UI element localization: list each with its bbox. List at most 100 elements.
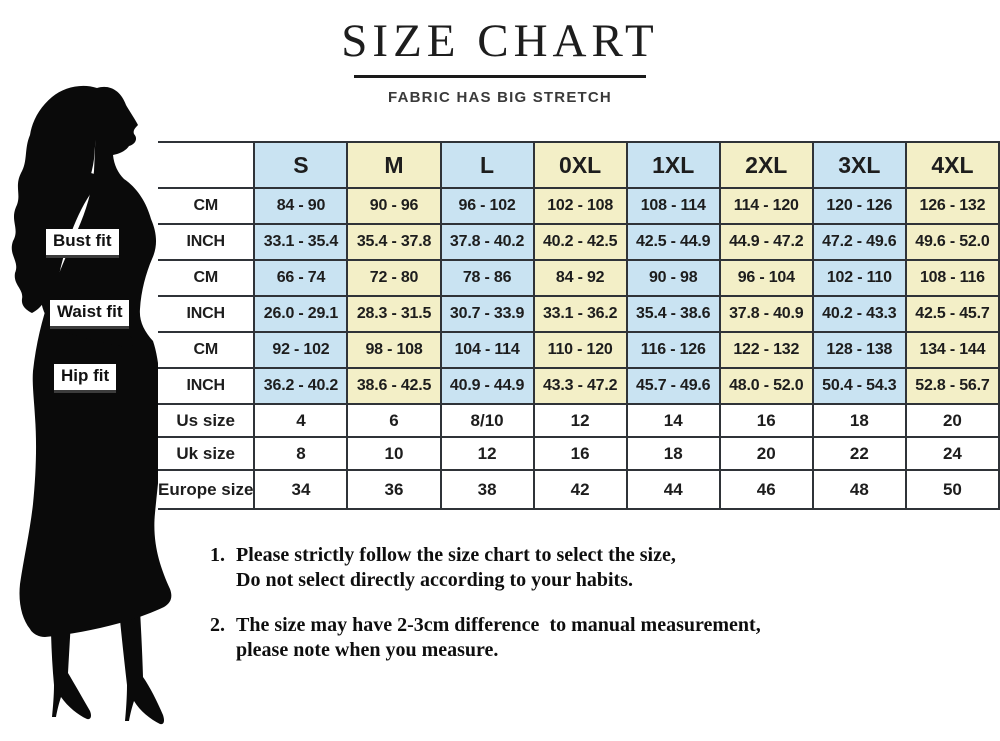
size-value-cell: 48 <box>811 469 907 510</box>
unit-label-cell: INCH <box>158 367 256 405</box>
measurement-value-cell: 114 - 120 <box>718 187 814 225</box>
measurement-value-cell: 102 - 110 <box>811 259 907 297</box>
measurement-value-cell: 92 - 102 <box>253 331 349 369</box>
table-row: Uk size 8 10 12 16 18 20 22 24 <box>158 436 1000 471</box>
note-text: Please strictly follow the size chart to… <box>236 543 900 593</box>
measurement-value-cell: 50.4 - 54.3 <box>811 367 907 405</box>
measurement-value-cell: 122 - 132 <box>718 331 814 369</box>
unit-label-cell: CM <box>158 259 256 297</box>
measurement-value-cell: 47.2 - 49.6 <box>811 223 907 261</box>
table-header-row: S M L 0XL 1XL 2XL 3XL 4XL <box>158 141 1000 189</box>
title-block: SIZE CHART FABRIC HAS BIG STRETCH <box>255 14 745 106</box>
table-row: Europe size 34 36 38 42 44 46 48 50 <box>158 469 1000 510</box>
page-title: SIZE CHART <box>341 15 659 67</box>
size-value-cell: 16 <box>532 436 628 471</box>
table-row: INCH 36.2 - 40.2 38.6 - 42.5 40.9 - 44.9 43.… <box>158 367 1000 405</box>
measurement-value-cell: 37.8 - 40.9 <box>718 295 814 333</box>
size-value-cell: 22 <box>811 436 907 471</box>
measurement-value-cell: 43.3 - 47.2 <box>532 367 628 405</box>
note-line: The size may have 2-3cm difference to ma… <box>236 614 761 636</box>
size-column-header: 0XL <box>532 141 628 189</box>
size-value-cell: 50 <box>904 469 1000 510</box>
size-value-cell: 42 <box>532 469 628 510</box>
measurement-value-cell: 42.5 - 45.7 <box>904 295 1000 333</box>
measurement-value-cell: 84 - 90 <box>253 187 349 225</box>
size-value-cell: 6 <box>346 403 442 438</box>
note-number: 2. <box>210 614 225 636</box>
measurement-value-cell: 45.7 - 49.6 <box>625 367 721 405</box>
size-value-cell: 12 <box>439 436 535 471</box>
size-value-cell: 10 <box>346 436 442 471</box>
measurement-value-cell: 26.0 - 29.1 <box>253 295 349 333</box>
measurement-value-cell: 110 - 120 <box>532 331 628 369</box>
size-value-cell: 8/10 <box>439 403 535 438</box>
arm-shape <box>40 173 126 346</box>
notes-section: 1. Please strictly follow the size chart… <box>210 543 900 683</box>
note-number: 1. <box>210 544 225 566</box>
size-value-cell: 20 <box>718 436 814 471</box>
size-value-cell: 38 <box>439 469 535 510</box>
size-value-cell: 12 <box>532 403 628 438</box>
measurement-value-cell: 28.3 - 31.5 <box>346 295 442 333</box>
measurement-value-cell: 104 - 114 <box>439 331 535 369</box>
size-value-cell: 16 <box>718 403 814 438</box>
measurement-value-cell: 40.9 - 44.9 <box>439 367 535 405</box>
woman-silhouette <box>11 85 172 725</box>
bust-fit-label: Bust fit <box>46 229 119 258</box>
table-row: INCH 33.1 - 35.4 35.4 - 37.8 37.8 - 40.2 40.… <box>158 223 1000 261</box>
size-table-body: S M L 0XL 1XL 2XL 3XL 4XL CM 84 - 90 90 - 96 96 - 1… <box>158 141 1000 510</box>
measurement-value-cell: 49.6 - 52.0 <box>904 223 1000 261</box>
size-system-label-cell: Uk size <box>158 436 256 471</box>
size-value-cell: 18 <box>811 403 907 438</box>
note-line: Do not select directly according to your… <box>236 569 634 591</box>
size-column-header: S <box>253 141 349 189</box>
note-line: Please strictly follow the size chart to… <box>236 544 676 566</box>
measurement-value-cell: 98 - 108 <box>346 331 442 369</box>
table-row: INCH 26.0 - 29.1 28.3 - 31.5 30.7 - 33.9 33.… <box>158 295 1000 333</box>
table-row: CM 84 - 90 90 - 96 96 - 102 102 - 108 108 - 1… <box>158 187 1000 225</box>
measurement-value-cell: 33.1 - 36.2 <box>532 295 628 333</box>
measurement-value-cell: 48.0 - 52.0 <box>718 367 814 405</box>
measurement-value-cell: 78 - 86 <box>439 259 535 297</box>
size-value-cell: 24 <box>904 436 1000 471</box>
measurement-value-cell: 52.8 - 56.7 <box>904 367 1000 405</box>
size-value-cell: 4 <box>253 403 349 438</box>
table-row: CM 92 - 102 98 - 108 104 - 114 110 - 120 116 … <box>158 331 1000 369</box>
header-spacer-cell <box>158 141 256 189</box>
size-value-cell: 18 <box>625 436 721 471</box>
measurement-value-cell: 72 - 80 <box>346 259 442 297</box>
measurement-value-cell: 66 - 74 <box>253 259 349 297</box>
size-value-cell: 14 <box>625 403 721 438</box>
page-subtitle: FABRIC HAS BIG STRETCH <box>388 89 612 106</box>
size-system-label-cell: Europe size <box>158 469 256 510</box>
measurement-value-cell: 35.4 - 38.6 <box>625 295 721 333</box>
measurement-value-cell: 40.2 - 43.3 <box>811 295 907 333</box>
size-column-header: M <box>346 141 442 189</box>
measurement-value-cell: 134 - 144 <box>904 331 1000 369</box>
note-text: The size may have 2-3cm difference to ma… <box>236 613 900 663</box>
size-system-label-cell: Us size <box>158 403 256 438</box>
size-value-cell: 46 <box>718 469 814 510</box>
size-value-cell: 36 <box>346 469 442 510</box>
size-column-header: L <box>439 141 535 189</box>
measurement-value-cell: 33.1 - 35.4 <box>253 223 349 261</box>
title-divider <box>354 75 646 78</box>
measurement-value-cell: 40.2 - 42.5 <box>532 223 628 261</box>
measurement-value-cell: 90 - 98 <box>625 259 721 297</box>
table-row: Us size 4 6 8/10 12 14 16 18 20 <box>158 403 1000 438</box>
table-row: CM 66 - 74 72 - 80 78 - 86 84 - 92 90 - 98 96 … <box>158 259 1000 297</box>
note-item: 1. Please strictly follow the size chart… <box>210 543 900 593</box>
measurement-value-cell: 90 - 96 <box>346 187 442 225</box>
measurement-value-cell: 116 - 126 <box>625 331 721 369</box>
measurement-value-cell: 96 - 102 <box>439 187 535 225</box>
note-line: please note when you measure. <box>236 639 499 661</box>
unit-label-cell: CM <box>158 187 256 225</box>
unit-label-cell: INCH <box>158 223 256 261</box>
measurement-value-cell: 108 - 114 <box>625 187 721 225</box>
measurement-value-cell: 84 - 92 <box>532 259 628 297</box>
measurement-value-cell: 30.7 - 33.9 <box>439 295 535 333</box>
body-shape <box>19 86 172 637</box>
size-value-cell: 20 <box>904 403 1000 438</box>
measurement-value-cell: 42.5 - 44.9 <box>625 223 721 261</box>
